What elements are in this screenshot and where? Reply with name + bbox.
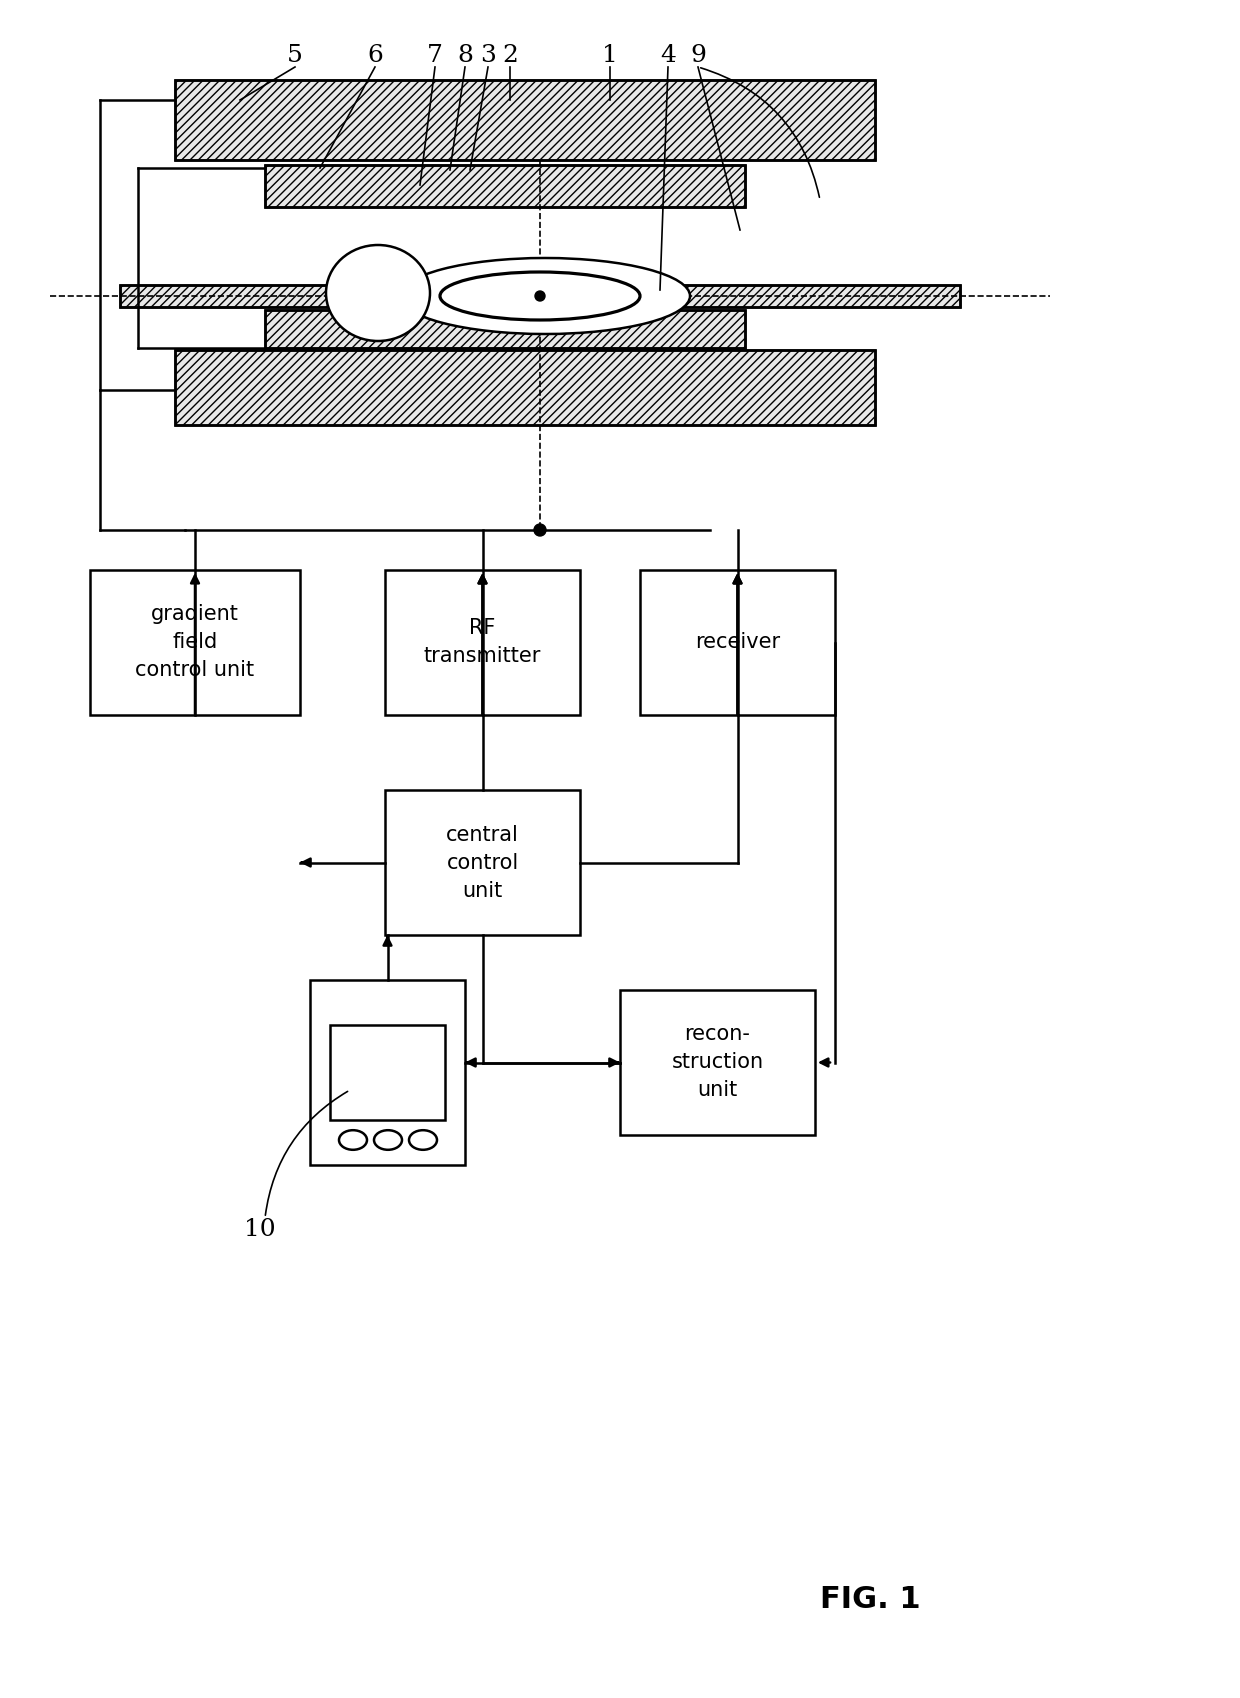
Bar: [175, 350, 875, 424]
Bar: [384, 571, 580, 715]
Ellipse shape: [409, 1131, 436, 1150]
Bar: [175, 80, 875, 160]
Text: 6: 6: [367, 44, 383, 66]
Text: gradient
field
control unit: gradient field control unit: [135, 604, 254, 681]
Text: 2: 2: [502, 44, 518, 66]
Text: 7: 7: [427, 44, 443, 66]
Text: central
control
unit: central control unit: [446, 825, 518, 900]
Ellipse shape: [326, 245, 430, 341]
Bar: [91, 571, 300, 715]
Text: RF
transmitter: RF transmitter: [424, 618, 541, 667]
Bar: [120, 285, 960, 307]
Bar: [330, 1026, 445, 1121]
Text: receiver: receiver: [694, 632, 780, 652]
Ellipse shape: [374, 1131, 402, 1150]
Text: 4: 4: [660, 44, 676, 66]
Text: 3: 3: [480, 44, 496, 66]
Bar: [310, 980, 465, 1165]
Text: 5: 5: [288, 44, 303, 66]
Ellipse shape: [401, 258, 689, 335]
Circle shape: [534, 290, 546, 301]
Text: 8: 8: [458, 44, 472, 66]
Bar: [175, 350, 875, 424]
Ellipse shape: [339, 1131, 367, 1150]
Bar: [120, 285, 960, 307]
Bar: [384, 790, 580, 936]
Bar: [640, 571, 835, 715]
Text: 1: 1: [603, 44, 618, 66]
Bar: [265, 165, 745, 207]
Text: 9: 9: [691, 44, 706, 66]
Text: recon-
struction
unit: recon- struction unit: [671, 1024, 764, 1100]
Circle shape: [534, 525, 546, 537]
Bar: [265, 165, 745, 207]
Text: FIG. 1: FIG. 1: [820, 1586, 920, 1615]
Bar: [620, 990, 815, 1134]
Bar: [265, 311, 745, 348]
Bar: [265, 311, 745, 348]
Text: 10: 10: [244, 1219, 275, 1241]
Bar: [175, 80, 875, 160]
